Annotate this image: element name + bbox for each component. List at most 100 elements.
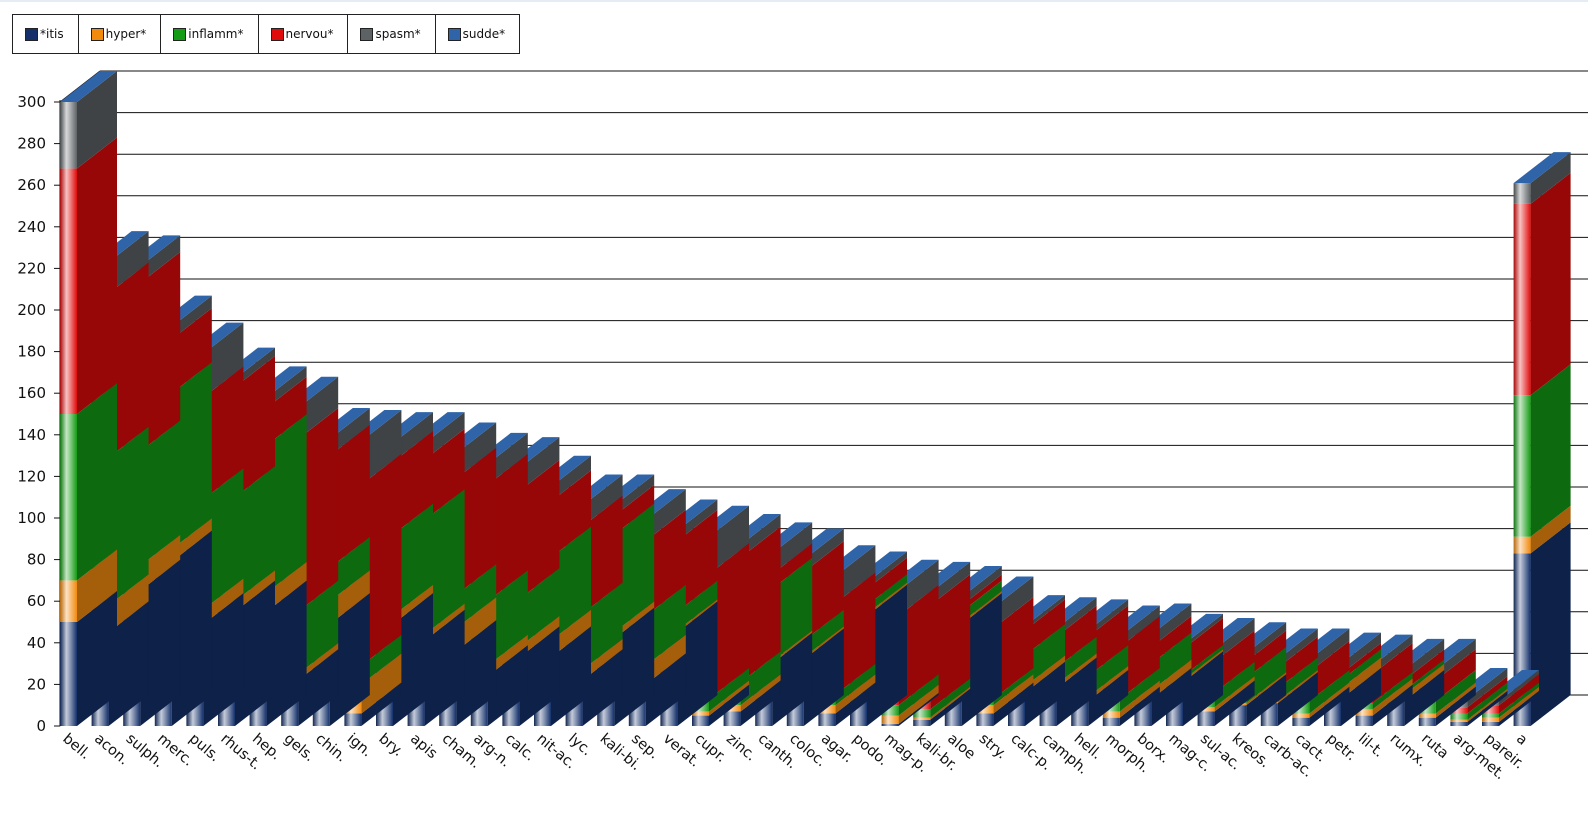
bar-segment-side [803, 628, 844, 726]
bar-bell. [60, 71, 117, 726]
bar-segment-side [1372, 678, 1413, 716]
bar-segment [1482, 713, 1499, 718]
legend-item-spasm[interactable]: spasm* [348, 15, 436, 53]
bar-segment-side [1246, 622, 1287, 662]
bar-segment-side [772, 522, 813, 575]
bar-segment-side [898, 674, 939, 716]
bar-segment-side [709, 680, 749, 716]
legend-label-sudde: sudde* [462, 27, 506, 41]
bar-segment-side [772, 630, 813, 664]
bar-segment-side [867, 574, 907, 614]
bar-segment-side [993, 682, 1034, 726]
bar-segment-side [298, 376, 339, 439]
legend-label-hyper: hyper* [105, 27, 147, 41]
y-tick-label: 180 [17, 343, 46, 361]
bar-segment-side [1119, 680, 1160, 718]
x-tick-label: chin. [312, 731, 349, 766]
bar-segment-side [1025, 624, 1065, 687]
bar-segment-side [361, 453, 402, 666]
bar-segment-side [1151, 659, 1192, 699]
bar-segment-side [171, 308, 212, 394]
bar-segment-side [361, 682, 402, 726]
bar-segment-side [1025, 599, 1065, 656]
bar-segment-side [614, 484, 655, 535]
bar-segment [913, 709, 931, 718]
bar-segment [344, 713, 362, 726]
bar-segment-side [519, 615, 560, 658]
bar-segment [692, 715, 709, 726]
bar-segment-side [551, 609, 591, 658]
y-tick-label: 80 [27, 551, 46, 569]
bar-segment-side [1467, 688, 1508, 722]
bar-segment-side [1214, 680, 1255, 726]
bar-segment-side [803, 541, 844, 641]
bar-segment-side [424, 412, 465, 460]
x-tick-label: lil-t. [1355, 731, 1386, 761]
bar-segment-side [1372, 634, 1413, 674]
bar-segment [1513, 395, 1531, 537]
bar-segment-side [898, 692, 939, 726]
legend-swatch-nervou [270, 27, 284, 41]
bar-segment-side [298, 643, 339, 681]
bar-segment-side [1056, 657, 1097, 726]
bar-segment-side [1183, 613, 1223, 650]
bar-segment-side [740, 674, 781, 712]
bar-segment-side [961, 580, 1002, 622]
bar-segment-side [77, 137, 117, 414]
bar-segment-side [582, 582, 623, 670]
bar-segment [976, 713, 994, 726]
y-tick-label: 280 [17, 135, 46, 153]
bar-segment-side [961, 574, 1002, 612]
bar-segment-side [772, 557, 813, 662]
legend-label-nervou: nervou* [285, 27, 334, 41]
bar-segment-side [930, 686, 971, 720]
bar-segment-side [1530, 152, 1571, 204]
legend-item-hyper[interactable]: hyper* [79, 15, 162, 53]
bar-segment-side [456, 563, 497, 629]
bar-segment [60, 414, 77, 581]
y-axis: 0 20 40 60 80 100 120 140 160 180 200 220 240 260 280 3… [17, 93, 61, 735]
legend-item-inflamm[interactable]: inflamm* [161, 15, 259, 53]
bar-segment [60, 580, 77, 622]
bar-segment [1418, 717, 1436, 726]
bar-petr. [1324, 632, 1381, 726]
bar-segment-side [235, 466, 275, 602]
bar-segment-side [77, 71, 117, 169]
bar-segment-side [140, 534, 181, 591]
y-tick-label: 140 [17, 426, 46, 444]
bar-segment [913, 719, 931, 726]
bar-sulph. [123, 235, 181, 726]
y-tick-label: 60 [27, 592, 46, 610]
legend-item-sudde[interactable]: sudde* [436, 15, 519, 53]
legend-item-itis[interactable]: *itis [13, 15, 79, 53]
bar-segment [1197, 707, 1215, 712]
bar-segment-side [1530, 505, 1571, 554]
y-tick-label: 220 [17, 259, 46, 277]
bar-segment-side [993, 597, 1034, 699]
bar-segment-side [77, 549, 117, 622]
bar-segment-side [424, 428, 465, 521]
bar-segment-side [1246, 672, 1287, 706]
bar-segment-side [930, 574, 971, 710]
bar-segment-side [961, 566, 1002, 606]
bar-segment [1482, 705, 1499, 714]
bar-segment [1355, 715, 1373, 726]
bar-segment-side [645, 653, 686, 726]
bar-segment-side [867, 557, 907, 606]
y-tick-label: 200 [17, 301, 46, 319]
bar-segment-side [867, 551, 907, 589]
bar-segment-side [582, 638, 623, 681]
bar-segment-side [709, 684, 749, 726]
bar-segment-side [1404, 670, 1445, 726]
bar-segment-side [1056, 597, 1097, 637]
bar-segment-side [772, 543, 813, 589]
bar-segment-side [1277, 657, 1318, 702]
bar-segment [1513, 183, 1531, 204]
bar-segment-side [108, 574, 149, 633]
bar-segment-side [1467, 676, 1508, 714]
legend-item-nervou[interactable]: nervou* [259, 15, 349, 53]
bar-segment-side [1435, 682, 1476, 718]
bar-segment-side [1183, 651, 1223, 726]
bar-segment-side [1499, 674, 1539, 714]
bar-segment-side [645, 634, 686, 685]
